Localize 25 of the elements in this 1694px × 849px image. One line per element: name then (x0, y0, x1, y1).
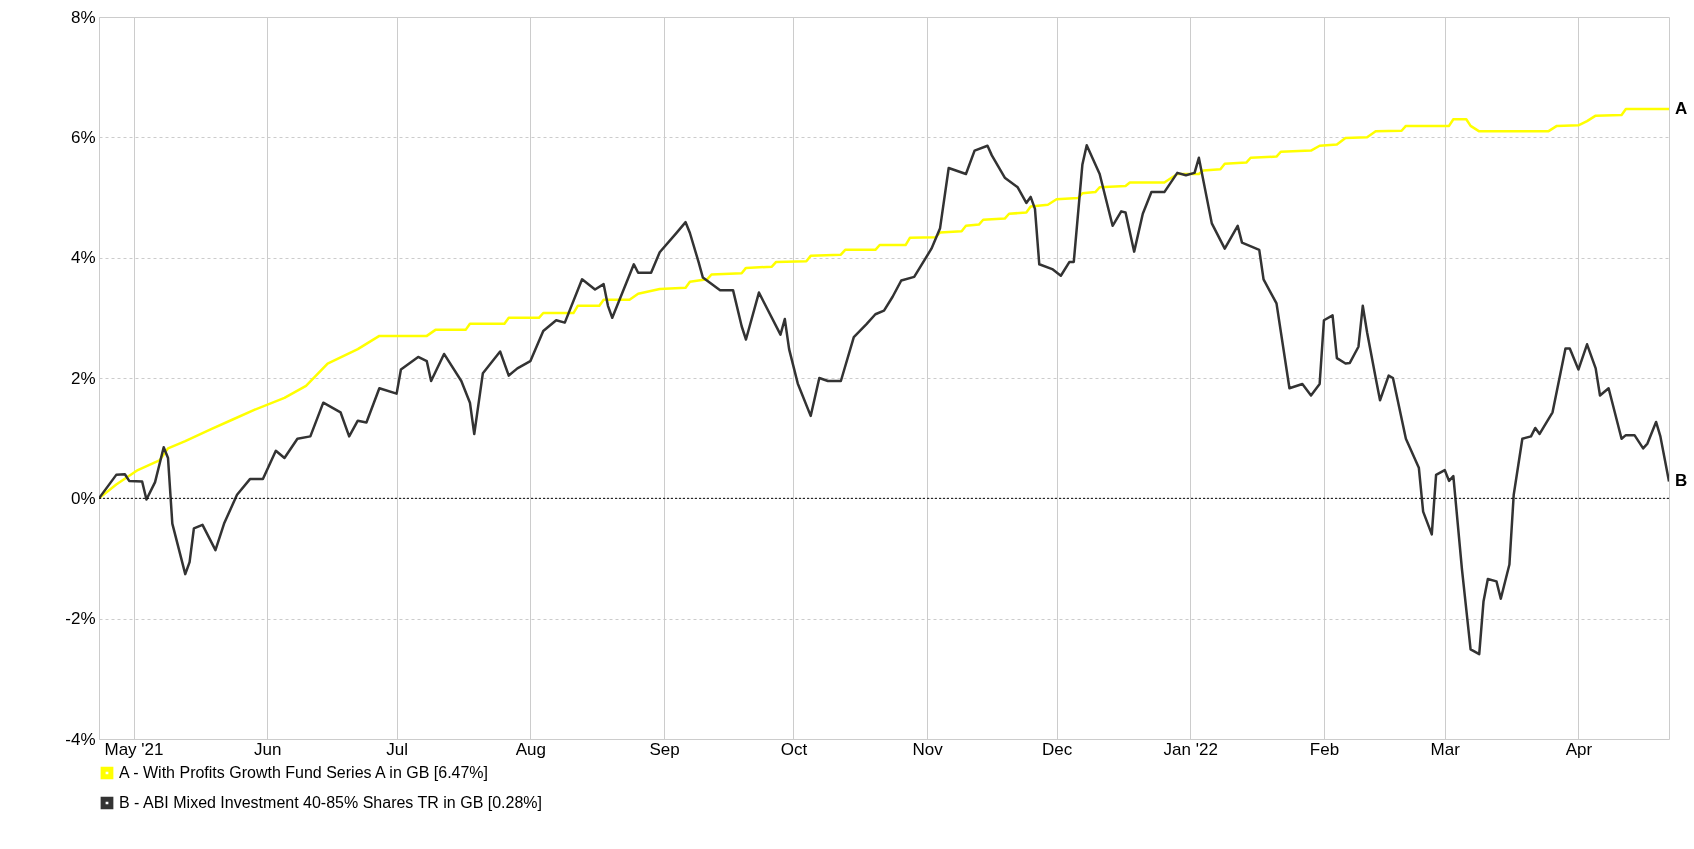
line-series (99, 107, 1669, 500)
x-tick-label: Apr (1565, 739, 1593, 759)
y-tick-label: -2% (65, 609, 96, 629)
y-tick-label: 0% (70, 488, 96, 508)
x-tick-label: Jul (386, 739, 408, 759)
y-tick-label: 4% (70, 248, 96, 268)
y-tick-label: -4% (65, 729, 96, 749)
x-tick-label: Nov (912, 739, 944, 759)
x-tick-label: Jun (254, 739, 282, 759)
x-tick-label: Dec (1041, 739, 1073, 759)
y-tick-label: 6% (70, 127, 96, 147)
x-tick-label: Oct (780, 739, 808, 759)
x-tick-label: Feb (1309, 739, 1340, 759)
line-series (99, 143, 1669, 656)
x-tick-label: Sep (649, 739, 680, 759)
legend-label: A - With Profits Growth Fund Series A in GB [6.47%] (119, 764, 489, 781)
x-tick-label: Aug (515, 739, 546, 759)
x-tick-label: May '21 (104, 739, 164, 759)
annotation: A (1675, 99, 1688, 119)
annotation: B (1675, 471, 1688, 491)
y-tick-label: 2% (70, 368, 96, 388)
x-tick-label: Mar (1430, 739, 1461, 759)
x-tick-label: Jan '22 (1163, 739, 1218, 759)
y-tick-label: 8% (70, 7, 96, 27)
legend-label: B - ABI Mixed Investment 40-85% Shares TR in GB [0.28%] (119, 794, 543, 811)
